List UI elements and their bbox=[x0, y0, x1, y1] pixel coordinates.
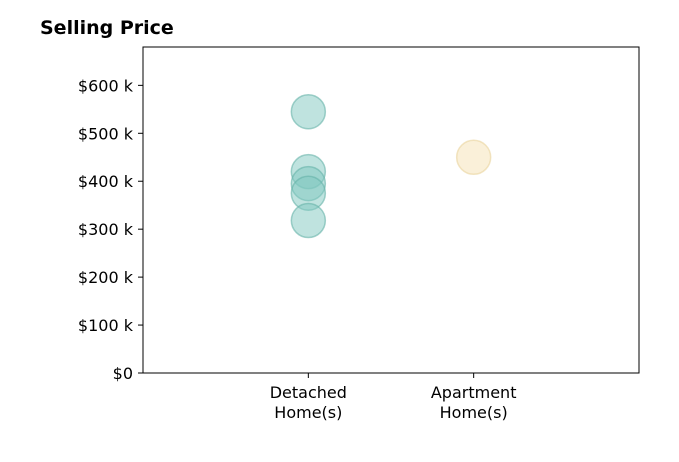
plot-area bbox=[142, 46, 640, 374]
x-tick-label: Apartment Home(s) bbox=[431, 383, 517, 422]
data-point bbox=[455, 139, 492, 176]
y-tick-label: $500 k bbox=[78, 124, 134, 143]
data-points bbox=[290, 93, 492, 239]
y-tick-label: $600 k bbox=[78, 76, 134, 95]
x-axis: Detached Home(s) Apartment Home(s) bbox=[270, 373, 517, 422]
y-tick-label: $100 k bbox=[78, 316, 134, 335]
y-axis: $0 $100 k $200 k $300 k $400 k $500 k $600 k bbox=[78, 76, 143, 383]
y-tick-label: $300 k bbox=[78, 220, 134, 239]
data-point bbox=[290, 93, 327, 130]
y-tick-label: $0 bbox=[113, 364, 133, 383]
x-tick-label: Detached Home(s) bbox=[270, 383, 347, 422]
chart-title: Selling Price bbox=[40, 17, 174, 39]
y-tick-label: $200 k bbox=[78, 268, 134, 287]
data-point bbox=[290, 202, 327, 239]
y-tick-label: $400 k bbox=[78, 172, 134, 191]
